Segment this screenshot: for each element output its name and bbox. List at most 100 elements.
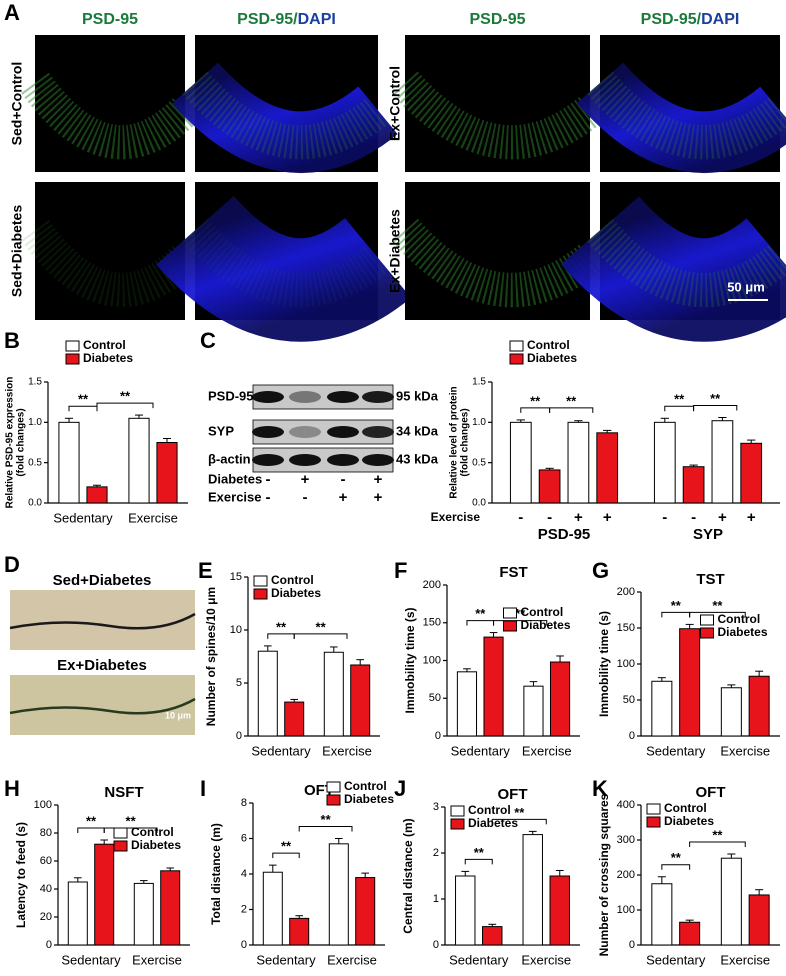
y-tick-label: 200 — [617, 586, 635, 598]
x-tick-label: Exercise — [522, 743, 572, 758]
legend-swatch — [509, 353, 524, 365]
x-tick-label: Sedentary — [646, 743, 706, 758]
x-tick-label: Exercise — [720, 952, 770, 967]
significance-label: ** — [674, 392, 685, 407]
x-tick-label: Sedentary — [251, 743, 311, 758]
legend-swatch — [326, 781, 341, 793]
significance-label: ** — [120, 389, 131, 404]
significance-bracket — [661, 864, 691, 870]
psd95-signal — [586, 218, 786, 308]
y-tick-label: 80 — [40, 827, 52, 839]
legend-label: Diabetes — [131, 838, 181, 852]
legend-swatch — [253, 575, 268, 587]
legend-swatch — [65, 353, 80, 365]
significance-bracket — [689, 841, 746, 847]
panel-label: J — [394, 776, 406, 801]
bar — [94, 843, 115, 946]
header-part: DAPI — [298, 11, 336, 28]
dapi-layer — [560, 195, 786, 342]
legend-label: Control — [521, 605, 564, 619]
bar — [682, 466, 705, 504]
significance-label: ** — [475, 606, 486, 621]
y-tick-label: 1.5 — [472, 377, 486, 388]
header-part: PSD-95/ — [641, 11, 702, 28]
bar — [482, 926, 503, 946]
y-tick-label: 10 — [230, 624, 242, 636]
legend-swatch — [113, 840, 128, 852]
condition-mark: + — [374, 489, 383, 506]
dapi-layer — [576, 62, 786, 173]
dendrite — [9, 697, 196, 715]
blot-band — [252, 454, 284, 466]
y-tick-label: 1 — [433, 893, 439, 905]
significance-label: ** — [78, 392, 89, 407]
significance-label: ** — [281, 839, 292, 854]
blot-band — [327, 391, 359, 403]
y-tick-label: 60 — [40, 855, 52, 867]
significance-bracket — [493, 620, 548, 626]
panel-label: C — [200, 328, 216, 353]
y-tick-label: 150 — [617, 622, 635, 634]
legend-label: Control — [664, 801, 707, 815]
blot-row-label: PSD-95 — [208, 388, 254, 403]
condition-mark: - — [341, 471, 346, 488]
significance-label: ** — [514, 805, 525, 820]
y-axis-label: Number of spines/10 μm — [204, 587, 218, 726]
blot-band — [327, 454, 359, 466]
condition-label: Exercise — [208, 489, 262, 504]
bar — [58, 421, 80, 504]
bar — [328, 843, 349, 946]
bar — [456, 671, 478, 737]
chart-title: OFT — [696, 784, 726, 801]
bar — [538, 469, 561, 504]
legend-swatch — [700, 627, 714, 639]
bar — [740, 442, 763, 504]
y-tick-label: 40 — [40, 883, 52, 895]
y-tick-label: 0 — [433, 939, 439, 951]
bar — [720, 687, 742, 737]
blot-band — [327, 426, 359, 438]
bar — [748, 675, 770, 737]
significance-bracket — [267, 633, 295, 639]
condition-mark: - — [266, 489, 271, 506]
bar — [523, 685, 544, 737]
condition-mark: - — [266, 471, 271, 488]
bar — [86, 486, 108, 504]
blot-band — [289, 454, 321, 466]
row-label: Ex+Control — [387, 66, 403, 141]
bar — [711, 420, 734, 504]
significance-bracket — [293, 633, 348, 639]
x-tick-label: Sedentary — [449, 952, 509, 967]
y-tick-label: 8 — [241, 797, 247, 809]
condition-label: Diabetes — [208, 471, 262, 486]
bar-label: + — [603, 509, 612, 526]
significance-label: ** — [712, 827, 723, 842]
x-tick-label: Sedentary — [646, 952, 706, 967]
legend-label: Diabetes — [271, 586, 321, 600]
significance-label: ** — [710, 391, 721, 406]
bar — [567, 421, 590, 504]
blot-band — [362, 426, 394, 438]
significance-bracket — [689, 611, 746, 618]
bar — [67, 881, 88, 946]
bar — [455, 875, 476, 946]
significance-label: ** — [86, 813, 97, 828]
blot-row-label: β-actin — [208, 451, 251, 466]
bar — [262, 871, 283, 946]
y-tick-label: 150 — [423, 617, 441, 629]
scale-bar-label: 10 μm — [165, 710, 191, 720]
significance-bracket — [466, 620, 495, 626]
row-label: Sed+Diabetes — [9, 205, 25, 297]
image-label: Sed+Diabetes — [53, 572, 152, 589]
legend-label: Control — [468, 803, 511, 817]
dapi-layer — [171, 62, 398, 174]
y-tick-label: 1.0 — [472, 417, 486, 428]
micrograph — [35, 35, 185, 172]
bar — [509, 421, 532, 504]
condition-mark: + — [374, 471, 383, 488]
blot-band — [362, 454, 394, 466]
y-tick-label: 0 — [629, 939, 635, 951]
y-tick-label: 300 — [617, 834, 635, 846]
